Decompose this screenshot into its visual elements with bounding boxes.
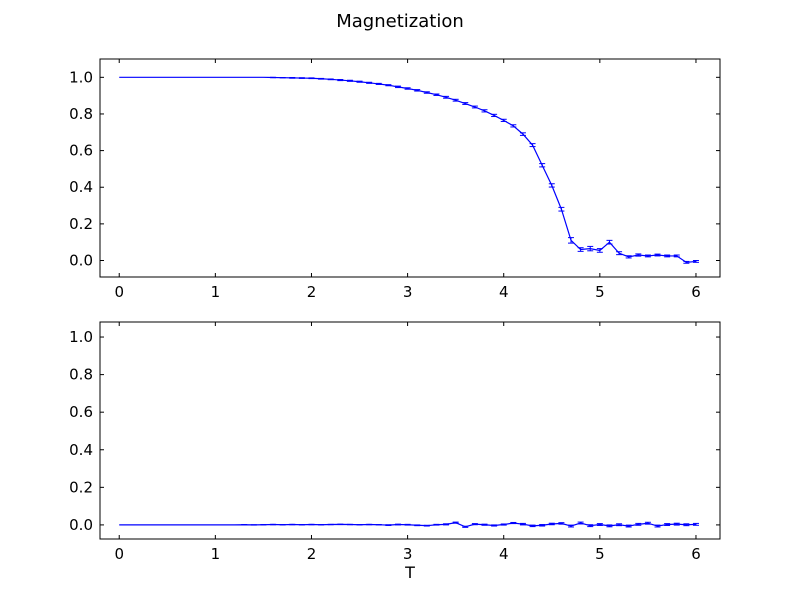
y-tick-label: 0.4 [69, 178, 93, 196]
axes-frame [99, 58, 721, 278]
y-tick-label: 0.4 [69, 441, 93, 459]
subplot-top: 0 1 2 3 4 5 6 0.0 0.2 0.4 0.6 0.8 1.0 [69, 58, 721, 301]
y-tick-label: 1.0 [69, 68, 93, 86]
x-tick-label: 2 [307, 545, 317, 563]
subplot-bottom: 0 1 2 3 4 5 6 0.0 0.2 0.4 0.6 0.8 1.0 T [69, 321, 721, 582]
x-axis-label: T [404, 563, 415, 582]
x-tick-label: 6 [691, 545, 701, 563]
x-tick-label: 4 [499, 545, 509, 563]
x-tick-label: 0 [114, 283, 124, 301]
x-tick-label: 6 [691, 283, 701, 301]
y-tick-label: 0.0 [69, 252, 93, 270]
y-tick-label: 0.8 [69, 366, 93, 384]
x-tick-label: 0 [114, 545, 124, 563]
x-tick-label: 5 [595, 545, 605, 563]
x-tick-label: 4 [499, 283, 509, 301]
x-tick-label: 5 [595, 283, 605, 301]
x-tick-label: 1 [211, 283, 221, 301]
y-tick-label: 0.6 [69, 142, 93, 160]
x-tick-label: 1 [211, 545, 221, 563]
y-tick-label: 1.0 [69, 328, 93, 346]
x-tick-label: 2 [307, 283, 317, 301]
y-tick-label: 0.2 [69, 215, 93, 233]
axes-frame [99, 321, 721, 540]
figure-title: Magnetization [336, 11, 464, 32]
y-tick-label: 0.0 [69, 516, 93, 534]
x-tick-label: 3 [403, 283, 413, 301]
y-tick-label: 0.6 [69, 403, 93, 421]
y-tick-label: 0.8 [69, 105, 93, 123]
y-tick-label: 0.2 [69, 478, 93, 496]
x-tick-label: 3 [403, 545, 413, 563]
